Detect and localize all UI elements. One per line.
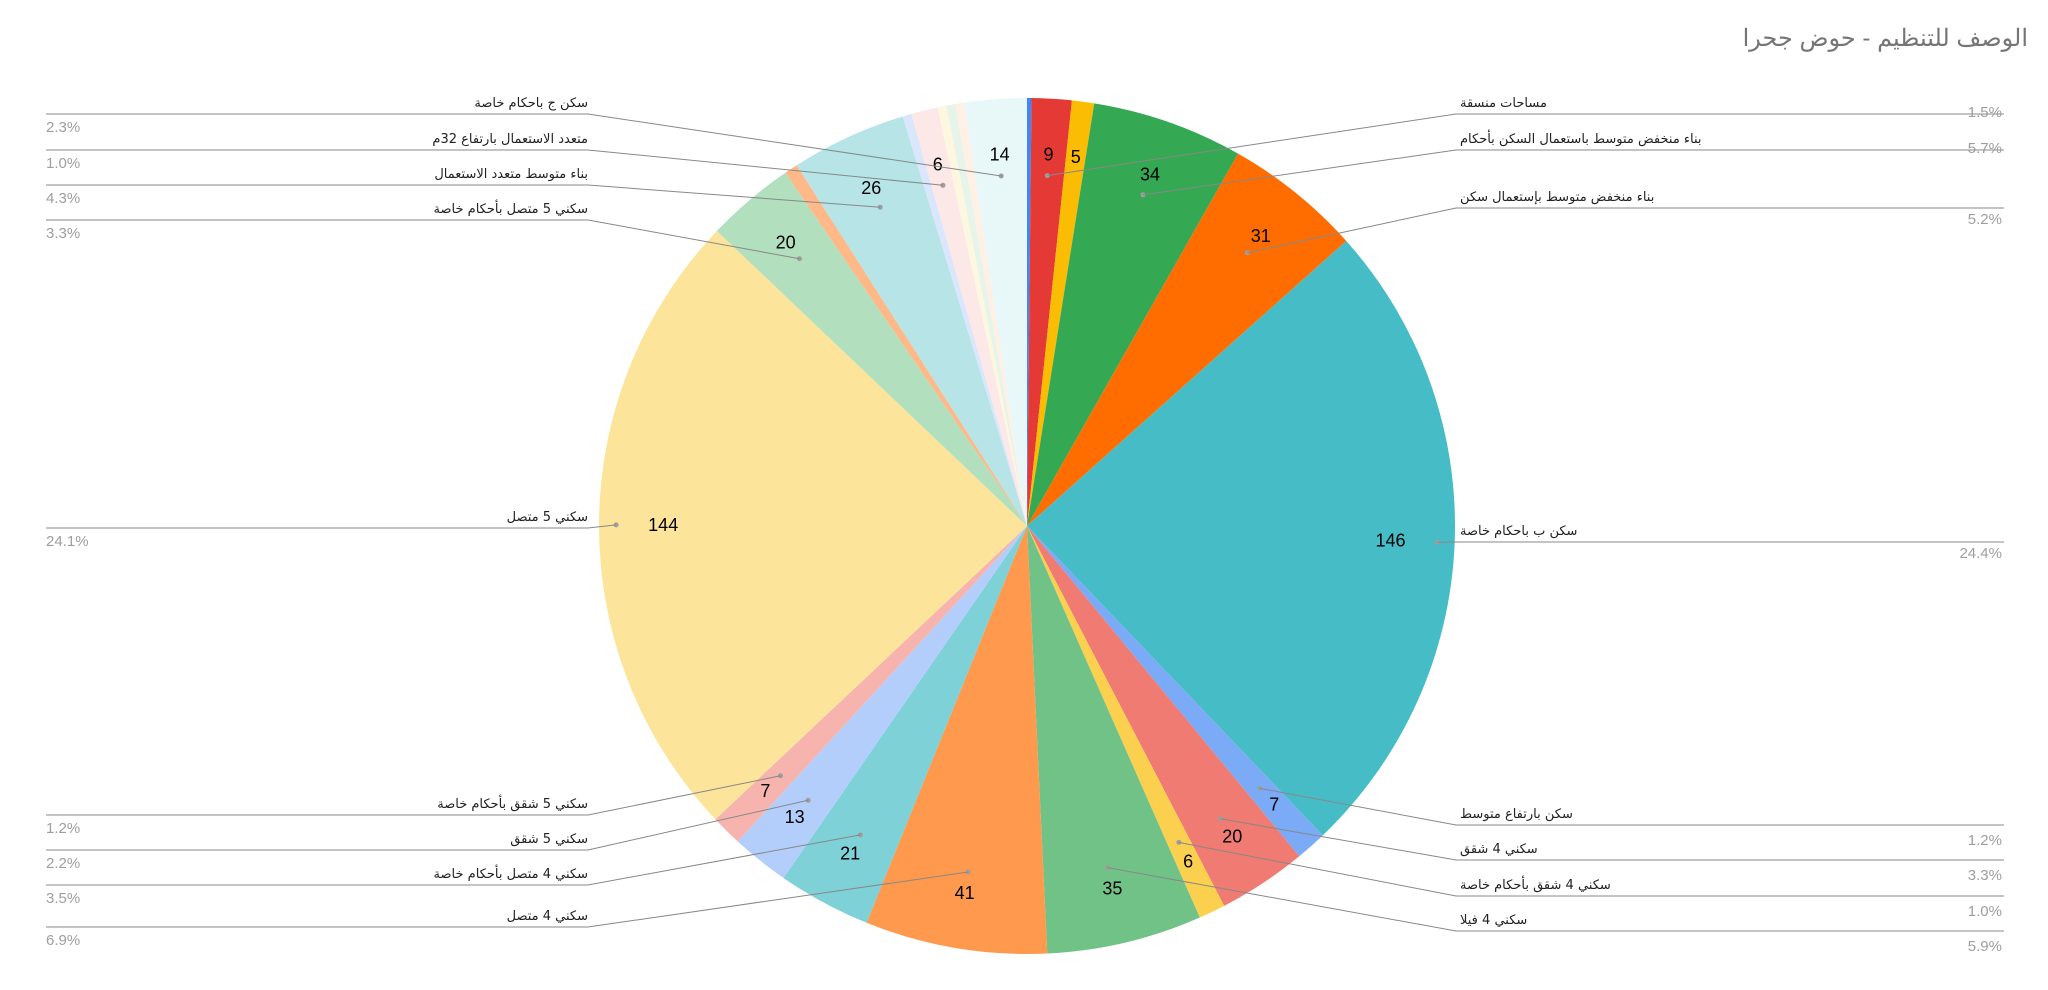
slice-value-label: 14 — [990, 145, 1010, 165]
callout-leader-line — [46, 219, 800, 260]
slice-value-label: 6 — [1183, 852, 1193, 872]
callouts-layer: مساحات منسقة 1.5% بناء منخفض متوسط باستعما… — [46, 96, 2004, 955]
callout-leader-line — [1107, 867, 2004, 932]
callout-percent: 3.3% — [46, 225, 80, 242]
pie-slice[interactable] — [1027, 526, 1300, 906]
chart-title: الوصف للتنظيم - حوض جحرا — [1742, 25, 2028, 52]
slice-value-label: 7 — [760, 781, 770, 801]
callout-leader-line — [46, 149, 943, 186]
pie-slice[interactable] — [1027, 526, 1323, 857]
pie-slice[interactable] — [785, 165, 1027, 526]
pie-slice[interactable] — [1027, 100, 1095, 527]
pie-slice[interactable] — [1027, 103, 1239, 526]
pie-slice[interactable] — [1027, 526, 1225, 918]
callout-percent: 1.2% — [1968, 832, 2002, 849]
pie-slice[interactable] — [955, 102, 1027, 526]
slice-value-label: 144 — [648, 515, 678, 535]
callout-category-name: بناء منخفض متوسط باستعمال السكن بأحكام — [1460, 129, 1702, 147]
callout-category-name: متعدد الاستعمال بارتفاع 32م — [432, 132, 588, 147]
pie-slice[interactable] — [911, 107, 1027, 526]
callout-leader-line — [46, 799, 809, 851]
pie-slice[interactable] — [946, 104, 1027, 527]
callout-leader-line — [46, 113, 1002, 177]
slice-value-label: 20 — [776, 232, 796, 252]
slice-value-label: 34 — [1140, 165, 1160, 185]
callout-category-name: سكني 4 شقق بأحكام خاصة — [1460, 875, 1611, 893]
callout-category-name: مساحات منسقة — [1460, 96, 1547, 111]
callout-leader-line — [46, 184, 881, 208]
callout-leader-line — [1259, 787, 2004, 826]
callout-percent: 5.7% — [1968, 140, 2002, 157]
slice-value-label: 13 — [785, 807, 805, 827]
callout-percent: 4.3% — [46, 190, 80, 207]
pie-slice[interactable] — [964, 98, 1027, 526]
callout-category-name: سكني 5 متصل بأحكام خاصة — [434, 199, 588, 217]
callout-category-name: سكني 4 متصل بأحكام خاصة — [434, 864, 588, 882]
callout-percent: 24.4% — [1959, 545, 2002, 562]
callout-category-name: سكني 4 فيلا — [1460, 913, 1527, 928]
pie-slice[interactable] — [715, 526, 1027, 842]
callout-category-name: سكني 4 متصل — [507, 909, 588, 924]
callout-percent: 5.9% — [1968, 938, 2002, 955]
pie-slice[interactable] — [796, 116, 1027, 526]
pie-slice[interactable] — [716, 172, 1027, 527]
slice-value-label: 26 — [861, 178, 881, 198]
callout-leader-line — [46, 775, 781, 816]
slices-layer — [599, 97, 1456, 955]
callout-percent: 1.0% — [1968, 903, 2002, 920]
callout-percent: 1.5% — [1968, 104, 2002, 121]
callout-category-name: سكن بارتفاع متوسط — [1460, 807, 1573, 822]
pie-slice[interactable] — [1027, 240, 1456, 836]
pie-slice[interactable] — [783, 526, 1027, 923]
slice-value-label: 9 — [1043, 144, 1053, 164]
pie-slice[interactable] — [902, 113, 1027, 527]
pie-slice[interactable] — [866, 526, 1048, 955]
callout-category-name: بناء منخفض متوسط بإستعمال سكن — [1460, 190, 1654, 205]
callout-leader-line — [1220, 818, 2004, 861]
callout-leader-line — [1178, 841, 2004, 897]
callout-category-name: سكني 4 شقق — [1460, 842, 1538, 857]
slice-value-label: 41 — [955, 883, 975, 903]
callout-category-name: سكن ب باحكام خاصة — [1460, 524, 1577, 539]
pie-slice[interactable] — [1027, 97, 1032, 526]
slice-value-label: 31 — [1251, 226, 1271, 246]
callout-percent: 2.2% — [46, 855, 80, 872]
callout-leader-line — [1047, 113, 2004, 177]
slice-value-label: 35 — [1102, 878, 1122, 898]
slice-value-label: 146 — [1375, 530, 1405, 550]
callout-percent: 3.5% — [46, 890, 80, 907]
pie-slice[interactable] — [737, 526, 1027, 878]
callout-leader-line — [46, 834, 861, 886]
pie-slice[interactable] — [1027, 153, 1347, 526]
callout-percent: 3.3% — [1968, 867, 2002, 884]
callout-category-name: سكني 5 شقق بأحكام خاصة — [437, 794, 588, 812]
callout-percent: 1.0% — [46, 155, 80, 172]
slice-value-label: 6 — [933, 155, 943, 175]
pie-slice[interactable] — [1027, 98, 1072, 527]
callout-category-name: سكني 5 شقق — [510, 832, 588, 847]
value-labels-layer: 9 5 34 31 146 7 20 6 35 41 21 13 7 144 20 26 6 14 — [648, 144, 1405, 903]
callout-percent: 2.3% — [46, 119, 80, 136]
slice-value-label: 5 — [1071, 147, 1081, 167]
slice-value-label: 20 — [1222, 827, 1242, 847]
callout-leader-line — [1247, 207, 2004, 254]
pie-slice[interactable] — [599, 231, 1027, 820]
pie-slice[interactable] — [1027, 526, 1200, 954]
callout-percent: 24.1% — [46, 533, 89, 550]
pie-slice[interactable] — [937, 105, 1027, 526]
callout-percent: 1.2% — [46, 820, 80, 837]
callout-leader-line — [46, 871, 969, 928]
callout-leader-line — [46, 524, 617, 529]
callout-category-name: سكن ج باحكام خاصة — [474, 96, 588, 111]
callout-percent: 6.9% — [46, 932, 80, 949]
callout-leader-line — [1142, 149, 2004, 196]
callout-category-name: بناء متوسط متعدد الاستعمال — [434, 167, 588, 182]
callout-category-name: سكني 5 متصل — [507, 510, 588, 525]
callout-percent: 5.2% — [1968, 211, 2002, 228]
slice-value-label: 7 — [1269, 794, 1279, 814]
slice-value-label: 21 — [840, 844, 860, 864]
